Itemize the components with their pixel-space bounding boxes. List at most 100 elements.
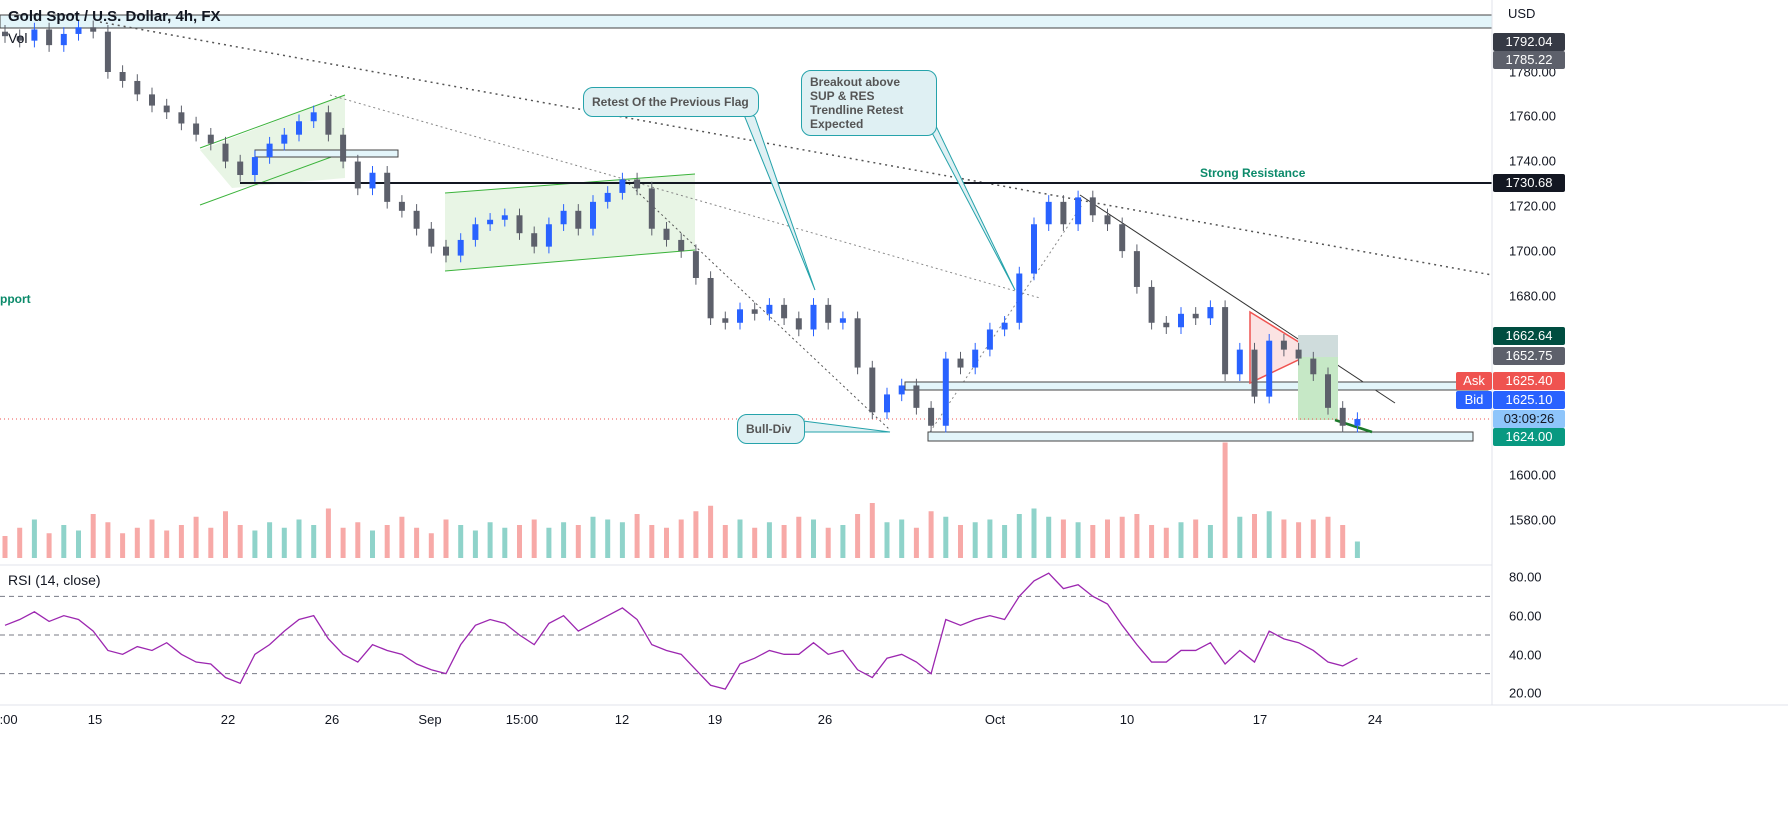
retest-callout[interactable]: Retest Of the Previous Flag — [583, 87, 759, 117]
target-box-green[interactable] — [1298, 357, 1338, 420]
candle-body[interactable] — [986, 329, 993, 350]
candle-body[interactable] — [751, 309, 758, 314]
candle-body[interactable] — [1060, 201, 1067, 225]
descending-trendline[interactable] — [1079, 194, 1396, 404]
candle-body[interactable] — [1031, 224, 1037, 274]
candle-body[interactable] — [1119, 224, 1126, 252]
candle-body[interactable] — [942, 358, 949, 426]
candle-body[interactable] — [1045, 201, 1052, 225]
zone-box-3[interactable] — [927, 431, 1474, 442]
candle-body[interactable] — [1104, 215, 1111, 225]
flag-1-upper[interactable] — [199, 94, 346, 149]
candle-body[interactable] — [1163, 322, 1170, 328]
candle-body[interactable] — [1266, 340, 1273, 397]
candle-body[interactable] — [913, 385, 920, 408]
candle-body[interactable] — [501, 215, 508, 220]
candle-body[interactable] — [766, 304, 773, 314]
candle-body[interactable] — [560, 210, 567, 225]
candle-body[interactable] — [604, 192, 611, 202]
candle-body[interactable] — [428, 228, 435, 247]
candle-body[interactable] — [1178, 313, 1184, 328]
zone-box-2[interactable] — [904, 381, 1489, 391]
candle-body[interactable] — [590, 201, 596, 229]
candle-body[interactable] — [237, 161, 244, 175]
candle-body[interactable] — [839, 318, 846, 323]
candle-body[interactable] — [296, 121, 302, 135]
candle-body[interactable] — [487, 219, 494, 225]
support-label[interactable]: pport — [0, 292, 31, 306]
candle-body[interactable] — [898, 385, 905, 395]
candle-body[interactable] — [1354, 419, 1361, 426]
candle-body[interactable] — [663, 228, 670, 240]
zone-box-1[interactable] — [254, 149, 399, 158]
candle-body[interactable] — [193, 123, 200, 135]
candle-body[interactable] — [648, 188, 655, 229]
candle-body[interactable] — [310, 112, 317, 122]
candle-body[interactable] — [251, 157, 258, 175]
candle-body[interactable] — [1310, 358, 1317, 375]
candle-body[interactable] — [825, 304, 832, 323]
candle-body[interactable] — [354, 161, 361, 189]
candle-body[interactable] — [1339, 407, 1346, 426]
strong-resistance-label[interactable]: Strong Resistance — [1200, 166, 1306, 180]
dotted-trendline-main[interactable] — [99, 21, 1493, 276]
candle-body[interactable] — [1325, 374, 1331, 408]
candle-body[interactable] — [957, 358, 964, 368]
candle-body[interactable] — [472, 224, 479, 240]
candle-body[interactable] — [413, 210, 420, 229]
dotted-trendline-3[interactable] — [624, 179, 891, 431]
top-zone-box[interactable] — [0, 14, 1493, 29]
candle-body[interactable] — [634, 179, 641, 189]
candle-body[interactable] — [134, 80, 141, 95]
candle-body[interactable] — [75, 27, 82, 34]
candle-body[interactable] — [795, 318, 802, 330]
candle-body[interactable] — [869, 367, 876, 413]
bull-div-callout[interactable]: Bull-Div — [737, 414, 805, 444]
candle-body[interactable] — [46, 29, 53, 46]
candle-body[interactable] — [119, 72, 126, 81]
candle-body[interactable] — [31, 29, 38, 41]
candle-body[interactable] — [207, 134, 214, 144]
candle-body[interactable] — [104, 31, 111, 73]
candle-body[interactable] — [325, 112, 332, 135]
candle-body[interactable] — [972, 349, 979, 368]
candle-body[interactable] — [1207, 307, 1214, 319]
candle-body[interactable] — [2, 31, 8, 37]
candle-body[interactable] — [369, 172, 376, 189]
volume-label[interactable]: Vol — [8, 30, 28, 46]
candle-body[interactable] — [1192, 313, 1199, 319]
candle-body[interactable] — [928, 407, 935, 426]
candle-body[interactable] — [222, 143, 229, 162]
candle-body[interactable] — [1236, 349, 1243, 375]
candle-body[interactable] — [884, 394, 890, 413]
candle-body[interactable] — [810, 304, 817, 330]
flag-2-lower[interactable] — [444, 249, 696, 272]
candle-body[interactable] — [178, 112, 185, 124]
candle-body[interactable] — [16, 36, 23, 41]
candle-body[interactable] — [531, 233, 538, 247]
candle-body[interactable] — [575, 210, 582, 229]
candle-body[interactable] — [678, 239, 685, 252]
flag-1-lower[interactable] — [199, 151, 346, 206]
candle-body[interactable] — [707, 277, 714, 319]
candle-body[interactable] — [457, 239, 464, 256]
candle-body[interactable] — [516, 215, 523, 234]
candle-body[interactable] — [1148, 286, 1155, 323]
breakout-callout[interactable]: Breakout above SUP & RES Trendline Retes… — [801, 70, 937, 136]
candle-body[interactable] — [443, 246, 449, 256]
candle-body[interactable] — [545, 224, 552, 247]
candle-body[interactable] — [1222, 307, 1229, 375]
candle-body[interactable] — [619, 179, 626, 193]
candle-body[interactable] — [266, 143, 273, 158]
candle-body[interactable] — [281, 134, 288, 144]
candle-body[interactable] — [340, 134, 347, 162]
candle-body[interactable] — [384, 172, 391, 202]
candle-body[interactable] — [1089, 197, 1096, 216]
candle-body[interactable] — [60, 33, 67, 46]
target-box-gray[interactable] — [1298, 335, 1338, 357]
candle-body[interactable] — [722, 318, 729, 323]
dotted-trendline-4[interactable] — [929, 204, 1083, 433]
dotted-trendline-2[interactable] — [329, 94, 1041, 299]
candle-body[interactable] — [163, 105, 170, 113]
